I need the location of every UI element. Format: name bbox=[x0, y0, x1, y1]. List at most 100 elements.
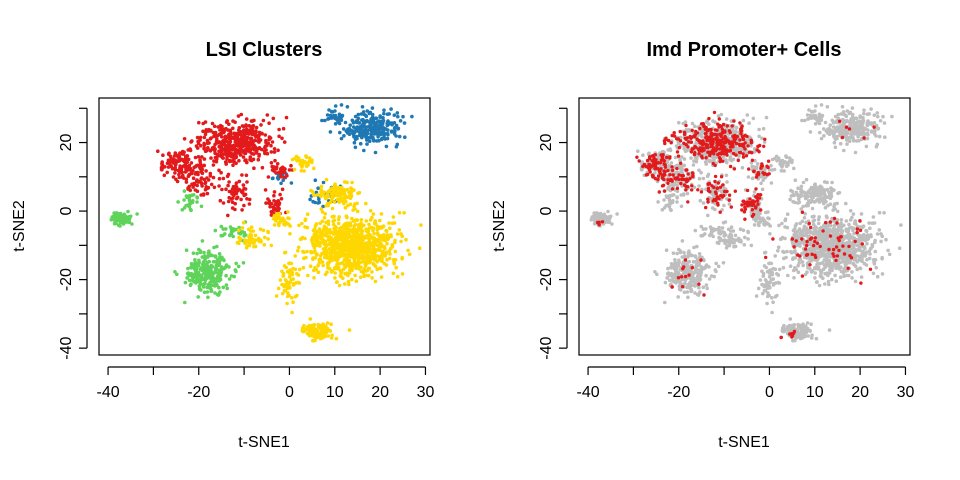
data-point bbox=[389, 129, 394, 133]
data-point bbox=[230, 187, 235, 191]
data-point bbox=[349, 193, 353, 197]
data-point bbox=[679, 288, 683, 292]
data-point bbox=[337, 112, 342, 117]
data-point bbox=[197, 258, 201, 263]
data-point bbox=[366, 256, 371, 261]
data-point bbox=[835, 125, 840, 129]
data-point bbox=[243, 151, 247, 156]
data-point bbox=[217, 184, 221, 188]
data-point bbox=[706, 172, 711, 177]
data-point bbox=[384, 144, 389, 149]
data-point bbox=[348, 202, 353, 206]
data-point bbox=[250, 151, 254, 156]
data-point bbox=[883, 135, 887, 139]
data-point bbox=[747, 121, 751, 125]
data-point bbox=[183, 300, 187, 305]
data-point bbox=[840, 105, 845, 109]
data-point bbox=[217, 268, 221, 273]
data-point bbox=[362, 245, 367, 249]
data-point bbox=[641, 153, 645, 157]
data-point bbox=[235, 134, 240, 138]
data-point bbox=[123, 220, 127, 224]
data-point bbox=[319, 207, 324, 211]
data-point bbox=[345, 225, 349, 229]
data-point bbox=[286, 210, 290, 214]
data-point bbox=[298, 237, 303, 241]
data-point bbox=[259, 123, 263, 127]
data-point bbox=[191, 273, 195, 277]
data-point bbox=[859, 275, 864, 279]
data-point bbox=[241, 155, 246, 159]
data-point bbox=[822, 134, 826, 138]
data-point bbox=[291, 281, 296, 286]
data-point bbox=[345, 244, 349, 249]
data-point bbox=[241, 183, 246, 187]
data-point bbox=[786, 273, 790, 278]
data-point bbox=[234, 269, 238, 274]
data-point bbox=[242, 234, 246, 238]
data-point bbox=[326, 263, 330, 268]
data-point bbox=[796, 201, 800, 205]
data-point bbox=[231, 126, 235, 131]
data-point bbox=[391, 215, 396, 219]
data-point bbox=[677, 258, 681, 263]
data-point bbox=[224, 162, 228, 166]
data-point bbox=[217, 168, 221, 173]
data-point bbox=[293, 254, 298, 258]
data-point bbox=[385, 121, 390, 126]
data-point bbox=[249, 239, 253, 244]
data-point bbox=[226, 183, 230, 188]
y-tick-label: 0 bbox=[58, 207, 75, 216]
data-point bbox=[337, 197, 342, 202]
data-point bbox=[276, 286, 281, 291]
data-point bbox=[367, 266, 372, 271]
data-point bbox=[181, 152, 186, 156]
data-point bbox=[234, 261, 238, 266]
data-point bbox=[202, 157, 207, 161]
data-point bbox=[173, 171, 177, 175]
data-point bbox=[372, 231, 376, 236]
data-point bbox=[370, 270, 374, 274]
data-point bbox=[270, 140, 275, 144]
data-point bbox=[853, 150, 858, 155]
data-point bbox=[342, 180, 347, 184]
data-point bbox=[663, 300, 667, 305]
data-point bbox=[214, 159, 219, 164]
data-point bbox=[311, 199, 315, 204]
data-point bbox=[311, 338, 315, 343]
data-point bbox=[816, 256, 821, 260]
data-point bbox=[182, 176, 186, 180]
data-point bbox=[673, 155, 678, 160]
data-point bbox=[379, 275, 384, 279]
data-point bbox=[112, 217, 117, 222]
data-point bbox=[202, 143, 207, 147]
data-point bbox=[325, 270, 329, 275]
data-point bbox=[873, 258, 878, 262]
data-point bbox=[865, 241, 869, 246]
data-point bbox=[213, 283, 218, 287]
data-point bbox=[701, 201, 706, 205]
data-point bbox=[312, 166, 316, 171]
data-point bbox=[768, 232, 772, 236]
data-point bbox=[296, 156, 301, 160]
data-point bbox=[810, 110, 815, 114]
data-point bbox=[269, 150, 274, 154]
data-point bbox=[254, 125, 259, 130]
data-point bbox=[347, 271, 352, 275]
data-point bbox=[358, 243, 363, 247]
data-point bbox=[328, 130, 333, 134]
x-tick-label: 20 bbox=[371, 384, 389, 401]
data-point bbox=[839, 218, 844, 222]
data-point bbox=[683, 281, 687, 286]
data-point bbox=[675, 200, 679, 204]
data-point bbox=[276, 148, 280, 153]
data-point bbox=[289, 181, 294, 185]
data-point bbox=[378, 234, 382, 238]
data-point bbox=[279, 197, 284, 201]
data-point bbox=[381, 116, 385, 120]
data-point bbox=[695, 157, 699, 161]
data-point bbox=[697, 268, 701, 273]
data-point bbox=[227, 189, 232, 194]
data-point bbox=[385, 241, 389, 246]
data-point bbox=[224, 187, 228, 191]
